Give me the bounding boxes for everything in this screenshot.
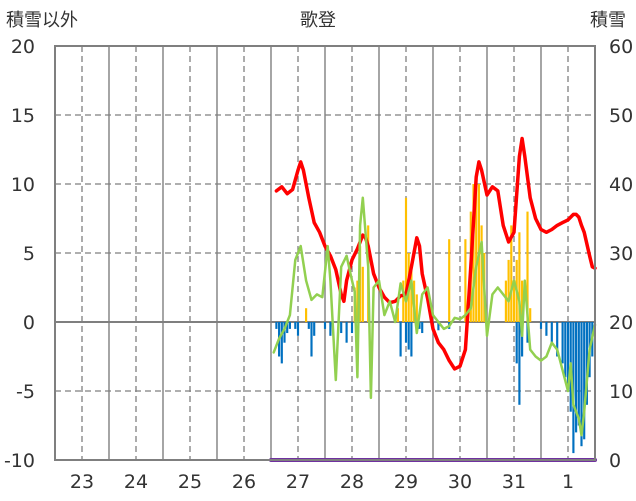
x-tick-label: 24 (124, 471, 148, 493)
bar-blue (345, 322, 348, 343)
bar-orange (529, 308, 532, 322)
bar-blue (418, 322, 421, 329)
bar-orange (504, 280, 507, 322)
bar-orange (472, 184, 475, 322)
bar-blue (583, 322, 586, 440)
y-left-tick-label: 20 (11, 36, 35, 58)
plot-frame (54, 45, 596, 461)
x-tick-label: 1 (562, 471, 574, 493)
y-right-tick-label: 60 (609, 36, 633, 58)
bar-blue (421, 322, 424, 334)
bar-blue (539, 322, 543, 329)
bar-blue (288, 322, 291, 329)
bar-orange (521, 280, 524, 322)
bar-blue (283, 322, 286, 343)
bar-orange (404, 197, 408, 322)
x-tick-label: 28 (340, 471, 364, 493)
bar-blue (275, 322, 278, 329)
right-axis-label: 積雪 (590, 10, 626, 31)
x-tick-label: 26 (232, 471, 256, 493)
bar-blue (515, 322, 518, 364)
x-tick-label: 27 (286, 471, 310, 493)
bar-blue (313, 322, 316, 336)
bar-orange (475, 184, 478, 322)
y-right-tick-label: 50 (609, 105, 633, 127)
y-left-tick-label: 10 (11, 174, 35, 196)
x-tick-label: 31 (502, 471, 526, 493)
bar-orange (305, 308, 308, 322)
bar-orange (402, 280, 405, 322)
bar-orange (410, 266, 413, 322)
bar-blue (437, 322, 440, 331)
bar-blue (550, 322, 553, 343)
bar-blue (340, 322, 343, 334)
bar-blue (350, 322, 354, 334)
y-left-tick-label: 0 (23, 312, 35, 334)
bar-blue (580, 322, 583, 447)
bar-blue (561, 322, 564, 364)
bar-orange (526, 211, 529, 322)
y-right-tick-label: 10 (609, 381, 633, 403)
bar-orange (448, 239, 451, 322)
bar-blue (296, 322, 300, 336)
y-left-tick-label: 5 (23, 243, 35, 265)
bar-blue (566, 322, 570, 391)
chart-title: 歌登 (300, 10, 336, 31)
y-right-tick-label: 20 (609, 312, 633, 334)
y-right-tick-label: 40 (609, 174, 633, 196)
bar-blue (526, 322, 529, 343)
bar-blue (407, 322, 410, 350)
bar-blue (556, 322, 559, 357)
x-tick-label: 29 (394, 471, 418, 493)
bar-blue (294, 322, 297, 329)
y-left-tick-label: -5 (16, 381, 35, 403)
bar-orange (480, 225, 483, 322)
y-left-tick-label: 15 (11, 105, 35, 127)
bar-orange (415, 294, 418, 322)
bar-orange (518, 232, 521, 322)
bar-orange (361, 266, 364, 322)
y-right-tick-label: 0 (609, 450, 621, 472)
y-right-tick-label: 30 (609, 243, 633, 265)
bar-orange (356, 280, 359, 322)
bar-blue (280, 322, 283, 364)
x-tick-label: 23 (70, 471, 94, 493)
bar-orange (512, 280, 516, 322)
bar-blue (323, 322, 327, 329)
left-axis-label: 積雪以外 (6, 10, 78, 31)
bar-blue (404, 322, 408, 343)
bar-blue (310, 322, 313, 357)
bar-blue (518, 322, 521, 405)
bar-blue (564, 322, 567, 378)
bar-blue (286, 322, 289, 334)
bar-blue (399, 322, 402, 357)
series-red-line (274, 136, 597, 371)
gridlines (55, 46, 595, 460)
bar-blue (521, 322, 524, 357)
bar-blue (410, 322, 413, 357)
bar-blue (575, 322, 578, 433)
bar-orange (507, 259, 510, 322)
bar-blue (545, 322, 548, 336)
bar-blue (307, 322, 310, 329)
x-tick-label: 25 (178, 471, 202, 493)
bar-blue (577, 322, 580, 426)
bar-blue (585, 322, 588, 405)
y-left-tick-label: -10 (4, 450, 35, 472)
bar-orange (464, 239, 467, 322)
bar-blue (329, 322, 332, 336)
bar-orange (510, 225, 513, 322)
bar-orange (396, 308, 399, 322)
x-tick-label: 30 (448, 471, 472, 493)
series-green-line (272, 196, 597, 437)
